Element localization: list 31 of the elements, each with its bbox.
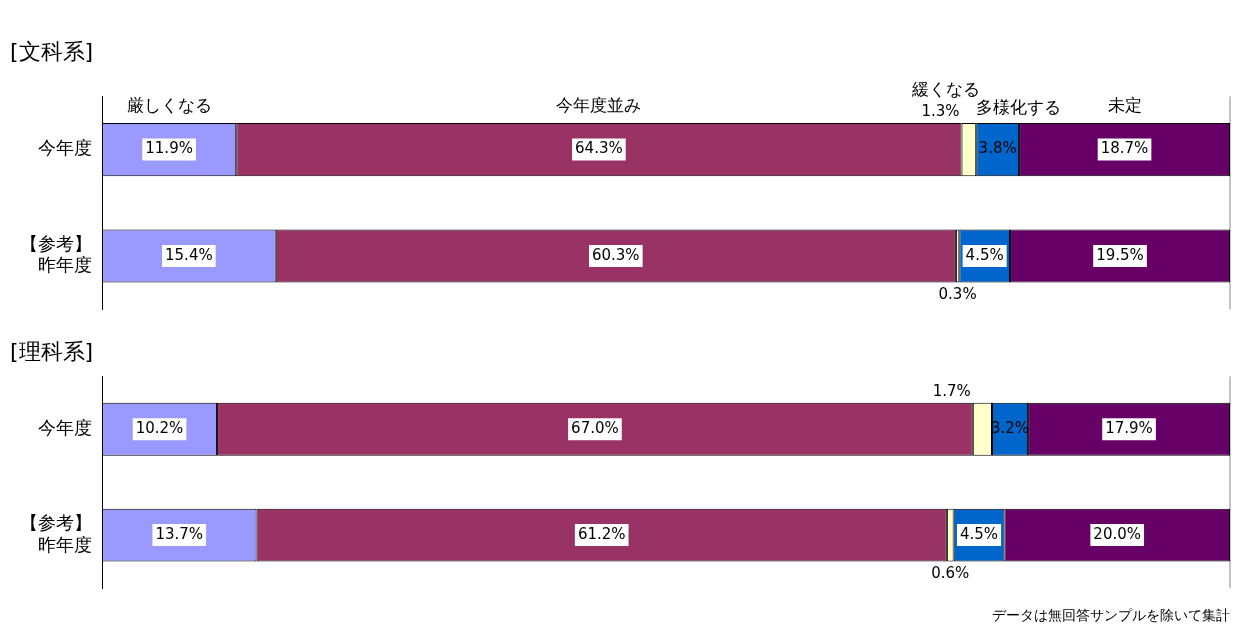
series-label: 多様化する — [976, 96, 1062, 117]
chart-title: [文科系] — [10, 38, 94, 64]
y-tick-label: 【参考】昨年度 — [20, 511, 92, 555]
text: データは無回答サンプルを除いて集計 — [992, 606, 1230, 623]
data-label: 1.7% — [932, 381, 971, 400]
data-label: 10.2% — [135, 419, 184, 438]
series-label: 厳しくなる — [126, 94, 212, 115]
chart-title: [理科系] — [10, 338, 94, 364]
data-label: 4.5% — [959, 524, 999, 543]
data-label: 61.2% — [577, 524, 626, 543]
y-tick-label: 【参考】昨年度 — [20, 232, 92, 276]
data-label: 18.7% — [1100, 139, 1149, 158]
data-label: 1.3% — [921, 101, 960, 120]
data-label: 64.3% — [575, 139, 623, 158]
y-tick-label: 今年度 — [38, 416, 92, 438]
data-label: 0.3% — [938, 285, 977, 304]
data-label: 0.6% — [931, 564, 970, 583]
data-label: 17.9% — [1105, 419, 1153, 438]
data-label: 11.9% — [145, 139, 193, 158]
y-tick-label: 今年度 — [38, 137, 92, 159]
data-label: 60.3% — [591, 245, 640, 264]
data-label: 67.0% — [571, 419, 619, 438]
data-label: 3.8% — [978, 139, 1017, 158]
series-label: 緩くなる — [911, 78, 981, 99]
series-label: 未定 — [1107, 94, 1142, 115]
data-label: 13.7% — [155, 524, 204, 543]
data-label: 4.5% — [965, 245, 1004, 264]
data-label: 15.4% — [165, 245, 213, 264]
series-label: 今年度並み — [556, 94, 642, 115]
data-label: 20.0% — [1093, 524, 1142, 543]
data-label: 19.5% — [1096, 245, 1144, 264]
